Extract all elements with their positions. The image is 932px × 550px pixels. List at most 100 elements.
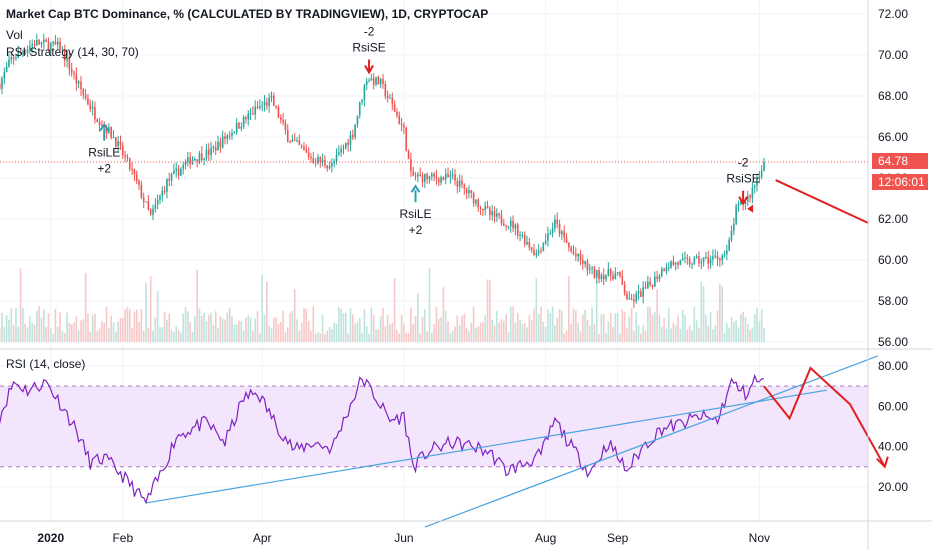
candle-body	[698, 256, 700, 264]
candle-body	[623, 284, 626, 294]
candle-body	[24, 52, 27, 54]
volume-bar	[456, 315, 459, 342]
volume-bar	[656, 289, 658, 342]
volume-bar	[463, 313, 466, 342]
volume-bar	[565, 330, 568, 342]
candle-body	[505, 225, 507, 227]
candle-body	[739, 201, 742, 205]
volume-bar	[156, 291, 159, 342]
candle-body	[435, 176, 438, 179]
candle-body	[217, 141, 219, 151]
candle-body	[317, 156, 319, 164]
candle-body	[386, 96, 389, 98]
candle-body	[456, 180, 459, 187]
volume-bar	[221, 318, 224, 342]
signal-label: RsiSE	[726, 172, 759, 186]
candle-body	[328, 166, 331, 169]
candle-body	[263, 102, 266, 106]
volume-bar	[284, 332, 287, 342]
volume-bar	[735, 319, 737, 342]
volume-bar	[194, 316, 196, 342]
rsi-tick-label: 20.00	[878, 480, 908, 494]
volume-bar	[577, 323, 579, 342]
volume-bar	[412, 323, 415, 342]
volume-bar	[461, 316, 463, 342]
candle-body	[533, 249, 535, 255]
volume-bar	[519, 320, 521, 342]
signal-qty: -2	[364, 25, 375, 39]
volume-bar	[489, 280, 491, 342]
volume-bar	[5, 314, 8, 342]
candle-body	[349, 134, 352, 145]
volume-bar	[396, 329, 398, 342]
volume-bar	[1, 312, 3, 342]
candle-body	[365, 81, 368, 86]
volume-bar	[110, 315, 113, 342]
candle-body	[173, 170, 175, 174]
price-tick-label: 58.00	[878, 294, 908, 308]
volume-bar	[435, 307, 438, 342]
candle-body	[674, 262, 677, 265]
volume-bar	[43, 309, 45, 342]
volume-bar	[530, 320, 533, 342]
candle-body	[554, 219, 556, 229]
volume-bar	[417, 293, 419, 342]
candle-body	[338, 152, 340, 155]
candle-body	[430, 173, 433, 177]
strategy-label[interactable]: RSI Strategy (14, 30, 70)	[6, 45, 139, 59]
volume-bar	[61, 330, 64, 342]
candle-body	[753, 185, 756, 188]
volume-bar	[66, 312, 68, 342]
candle-body	[268, 97, 270, 106]
candle-body	[667, 267, 670, 269]
volume-bar	[312, 306, 315, 342]
candle-body	[382, 78, 384, 84]
candle-body	[393, 104, 396, 112]
candle-body	[496, 213, 498, 217]
volume-bar	[347, 333, 349, 342]
volume-bar	[131, 328, 133, 342]
candle-body	[49, 43, 52, 51]
candle-body	[735, 206, 737, 224]
volume-bar	[149, 276, 152, 342]
volume-bar	[191, 332, 194, 342]
projection-arrowhead	[876, 456, 889, 469]
candle-body	[249, 113, 252, 115]
candle-body	[421, 175, 424, 182]
candle-body	[235, 122, 238, 133]
candle-body	[98, 122, 101, 126]
candle-body	[751, 187, 754, 198]
candle-body	[719, 258, 721, 261]
candle-body	[121, 145, 124, 156]
candle-body	[212, 147, 215, 149]
candle-body	[693, 257, 696, 264]
candle-body	[133, 169, 136, 175]
candle-body	[477, 199, 480, 208]
time-tick-label: Feb	[112, 531, 133, 545]
rsi-tick-label: 80.00	[878, 359, 908, 373]
candle-body	[714, 255, 717, 257]
candle-body	[424, 173, 426, 182]
candle-body	[588, 268, 591, 270]
volume-bar	[447, 321, 449, 342]
candle-body	[233, 132, 236, 134]
candle-body	[514, 224, 517, 229]
candle-body	[670, 261, 672, 268]
volume-bar	[75, 316, 78, 342]
rsi-series	[0, 373, 764, 505]
volume-bar	[674, 325, 677, 342]
candle-body	[221, 136, 224, 148]
volume-bar	[549, 313, 552, 342]
volume-bar	[665, 328, 668, 342]
candle-body	[259, 106, 261, 108]
candle-body	[749, 195, 751, 198]
volume-bar	[91, 314, 94, 342]
rsi-trendline	[145, 389, 827, 504]
rsi-label[interactable]: RSI (14, close)	[6, 357, 86, 371]
volume-bar	[528, 315, 531, 342]
volume-bar	[698, 327, 700, 342]
volume-bar	[142, 330, 145, 342]
signal-qty: +2	[97, 162, 111, 176]
candle-body	[207, 149, 210, 155]
volume-bar	[296, 319, 298, 342]
